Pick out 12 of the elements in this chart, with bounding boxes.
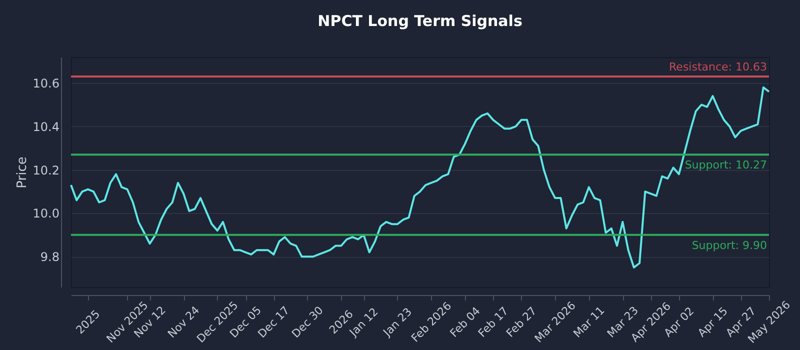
y-tick-label: 9.8 (40, 250, 60, 264)
y-tick-label: 10.2 (32, 163, 60, 178)
y-axis-title: Price (14, 156, 30, 188)
ref-line-label: Support: 9.90 (692, 238, 767, 252)
x-tick-label: Dec 30 (289, 304, 326, 340)
ref-line-label: Support: 10.27 (684, 158, 767, 172)
line-series (70, 86, 770, 268)
chart-title: NPCT Long Term Signals (318, 12, 522, 30)
ref-line-label: Resistance: 10.63 (669, 60, 767, 74)
y-tick-label: 10.4 (32, 120, 60, 134)
y-tick-label: 10.6 (32, 76, 60, 91)
y-tick-label: 10.0 (32, 206, 60, 221)
